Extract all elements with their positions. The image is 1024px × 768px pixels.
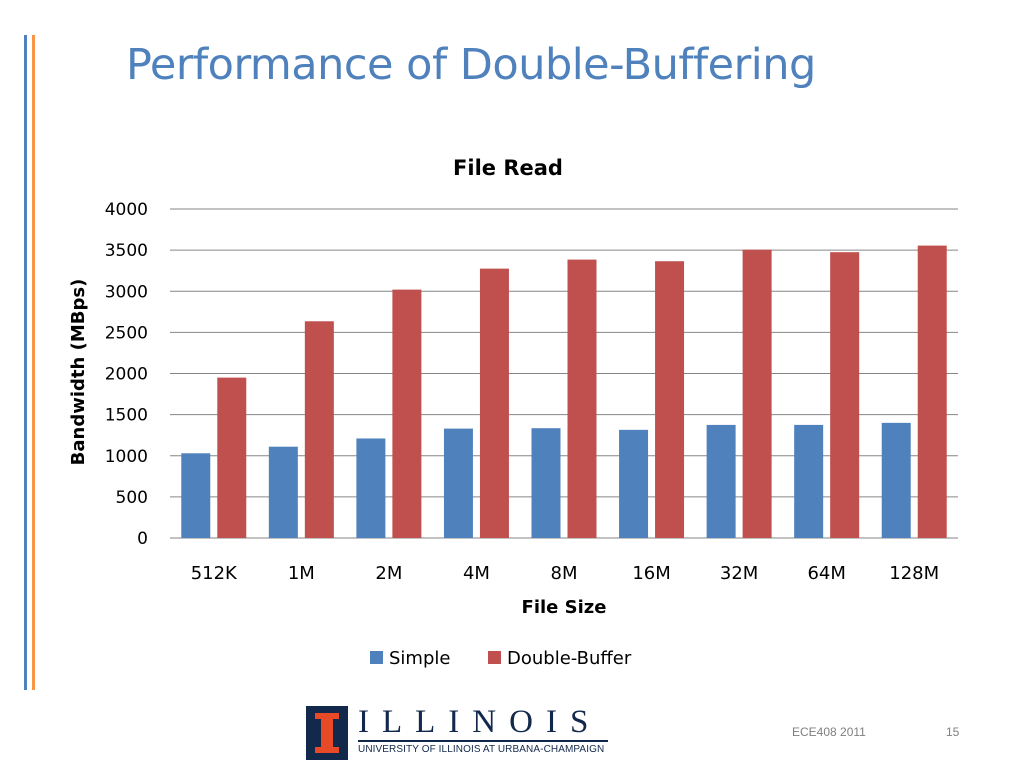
legend-label-simple: Simple xyxy=(389,648,450,669)
chart-title: File Read xyxy=(453,156,563,180)
x-axis-categories: 512K 1M 2M 4M 8M 16M 32M 64M 128M xyxy=(191,563,939,584)
x-tick-label: 128M xyxy=(889,563,939,584)
logo-subtitle: UNIVERSITY OF ILLINOIS AT URBANA-CHAMPAI… xyxy=(358,744,605,755)
bar-double-buffer xyxy=(304,321,334,538)
slide-title: Performance of Double-Buffering xyxy=(126,40,816,90)
bar-chart: 0 500 1000 1500 2000 2500 3000 3500 4000 512K 1M 2… xyxy=(68,156,958,669)
university-logo: ILLINOIS UNIVERSITY OF ILLINOIS AT URBAN… xyxy=(306,704,608,760)
footer-course-label: ECE408 2011 xyxy=(792,725,866,739)
logo-wordmark: ILLINOIS xyxy=(358,704,602,740)
x-tick-label: 8M xyxy=(551,563,578,584)
x-tick-label: 32M xyxy=(720,563,758,584)
bar-simple xyxy=(443,428,473,538)
x-tick-label: 2M xyxy=(375,563,402,584)
y-tick-label: 0 xyxy=(137,529,148,549)
bar-double-buffer xyxy=(392,289,422,538)
bar-simple xyxy=(794,424,824,538)
y-tick-label: 500 xyxy=(116,488,148,508)
y-axis-ticks: 0 500 1000 1500 2000 2500 3000 3500 4000 xyxy=(105,200,148,549)
x-tick-label: 16M xyxy=(632,563,670,584)
bar-simple xyxy=(531,428,561,538)
legend-label-double-buffer: Double-Buffer xyxy=(507,648,632,669)
bar-double-buffer xyxy=(217,377,247,538)
university-column-logo-icon xyxy=(306,706,348,760)
y-tick-label: 4000 xyxy=(105,200,148,220)
gridlines xyxy=(170,208,958,539)
bar-double-buffer xyxy=(742,249,772,538)
bar-double-buffer xyxy=(479,268,509,538)
legend-swatch-simple xyxy=(370,651,383,664)
legend: Simple Double-Buffer xyxy=(370,648,632,669)
bar-simple xyxy=(619,429,649,538)
bar-double-buffer xyxy=(917,245,947,538)
bar-simple xyxy=(268,446,298,538)
left-accent-bar-orange xyxy=(32,35,35,690)
y-tick-label: 1500 xyxy=(105,406,148,426)
y-tick-label: 1000 xyxy=(105,447,148,467)
left-accent-bar-blue xyxy=(24,35,27,690)
x-axis-label: File Size xyxy=(522,597,607,618)
bar-simple xyxy=(181,453,211,538)
bar-simple xyxy=(356,438,386,538)
bar-simple xyxy=(706,424,736,538)
x-tick-label: 1M xyxy=(288,563,315,584)
bars xyxy=(181,245,947,538)
y-tick-label: 2500 xyxy=(105,323,148,343)
y-tick-label: 3000 xyxy=(105,282,148,302)
bar-double-buffer xyxy=(567,259,597,538)
y-axis-label: Bandwidth (MBps) xyxy=(68,279,89,466)
x-tick-label: 4M xyxy=(463,563,490,584)
slide-page-number: 15 xyxy=(946,725,960,739)
logo-divider xyxy=(358,740,608,742)
bar-double-buffer xyxy=(830,252,860,538)
x-tick-label: 64M xyxy=(807,563,845,584)
bar-double-buffer xyxy=(655,261,685,538)
bar-simple xyxy=(881,422,911,538)
y-tick-label: 3500 xyxy=(105,241,148,261)
y-tick-label: 2000 xyxy=(105,365,148,385)
x-tick-label: 512K xyxy=(191,563,238,584)
legend-swatch-double-buffer xyxy=(488,651,501,664)
